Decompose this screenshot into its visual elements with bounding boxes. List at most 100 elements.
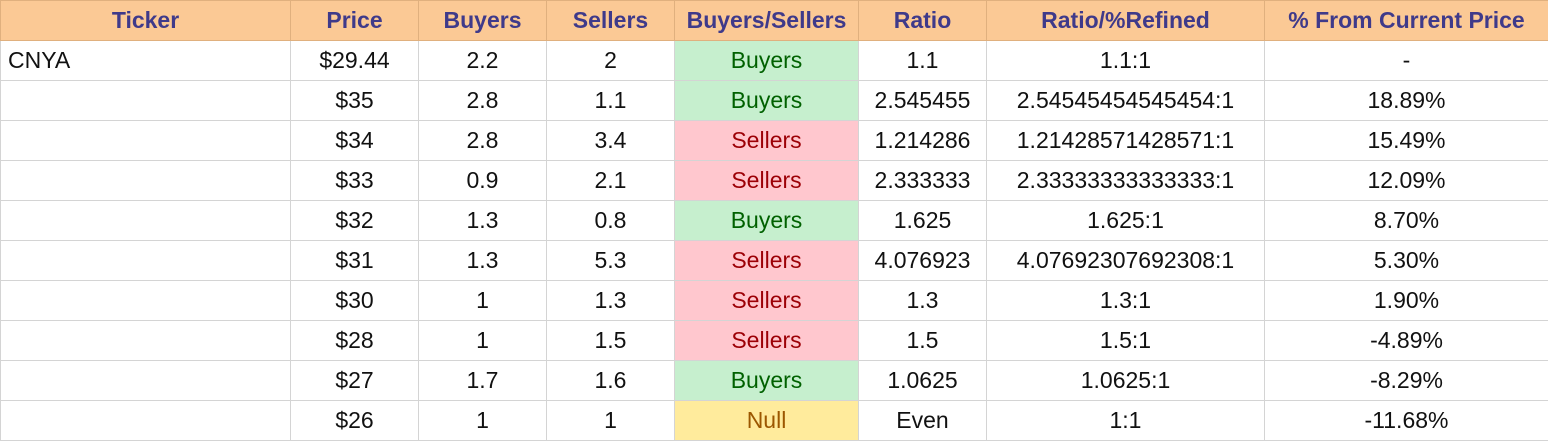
ratio-cell[interactable]: 1.0625 xyxy=(858,360,987,401)
buyers-cell[interactable]: 1.3 xyxy=(418,200,547,241)
buyers-cell[interactable]: 2.8 xyxy=(418,120,547,161)
ticker-cell[interactable] xyxy=(0,120,291,161)
ticker-cell[interactable] xyxy=(0,400,291,441)
price-cell[interactable]: $26 xyxy=(290,400,419,441)
header-buyers-sellers[interactable]: Buyers/Sellers xyxy=(674,0,859,41)
pct-from-current-cell[interactable]: 1.90% xyxy=(1264,280,1548,321)
sellers-cell[interactable]: 1 xyxy=(546,400,675,441)
table-row: $34 2.8 3.4 Sellers 1.214286 1.21428571428571… xyxy=(0,120,1548,161)
table-row: $30 1 1.3 Sellers 1.3 1.3:1 1.90% xyxy=(0,280,1548,321)
price-cell[interactable]: $34 xyxy=(290,120,419,161)
table-row: $33 0.9 2.1 Sellers 2.333333 2.33333333333333… xyxy=(0,160,1548,201)
buyers-sellers-cell[interactable]: Sellers xyxy=(674,320,859,361)
buyers-cell[interactable]: 0.9 xyxy=(418,160,547,201)
ratio-cell[interactable]: 4.076923 xyxy=(858,240,987,281)
price-cell[interactable]: $28 xyxy=(290,320,419,361)
pct-from-current-cell[interactable]: - xyxy=(1264,40,1548,81)
pct-from-current-cell[interactable]: 15.49% xyxy=(1264,120,1548,161)
buyers-sellers-cell[interactable]: Buyers xyxy=(674,80,859,121)
ticker-cell[interactable] xyxy=(0,280,291,321)
buyers-cell[interactable]: 1.3 xyxy=(418,240,547,281)
sellers-cell[interactable]: 3.4 xyxy=(546,120,675,161)
buyers-cell[interactable]: 1 xyxy=(418,280,547,321)
price-cell[interactable]: $27 xyxy=(290,360,419,401)
ratio-refined-cell[interactable]: 1:1 xyxy=(986,400,1265,441)
price-cell[interactable]: $30 xyxy=(290,280,419,321)
header-pct-from-current[interactable]: % From Current Price xyxy=(1264,0,1548,41)
price-cell[interactable]: $29.44 xyxy=(290,40,419,81)
sellers-cell[interactable]: 5.3 xyxy=(546,240,675,281)
ticker-cell[interactable] xyxy=(0,80,291,121)
buyers-sellers-cell[interactable]: Sellers xyxy=(674,240,859,281)
ratio-cell[interactable]: Even xyxy=(858,400,987,441)
ratio-refined-cell[interactable]: 1.0625:1 xyxy=(986,360,1265,401)
ratio-cell[interactable]: 1.5 xyxy=(858,320,987,361)
ratio-cell[interactable]: 1.3 xyxy=(858,280,987,321)
buyers-sellers-cell[interactable]: Sellers xyxy=(674,280,859,321)
table-body: CNYA $29.44 2.2 2 Buyers 1.1 1.1:1- $35 2.8 1.1 Bu… xyxy=(0,40,1548,441)
price-cell[interactable]: $35 xyxy=(290,80,419,121)
ratio-refined-cell[interactable]: 1.3:1 xyxy=(986,280,1265,321)
ticker-cell[interactable] xyxy=(0,320,291,361)
ticker-cell[interactable] xyxy=(0,240,291,281)
price-cell[interactable]: $32 xyxy=(290,200,419,241)
buyers-sellers-cell[interactable]: Sellers xyxy=(674,160,859,201)
pct-from-current-cell[interactable]: 12.09% xyxy=(1264,160,1548,201)
ratio-refined-cell[interactable]: 2.54545454545454:1 xyxy=(986,80,1265,121)
buyers-cell[interactable]: 2.2 xyxy=(418,40,547,81)
table-row: $32 1.3 0.8 Buyers 1.625 1.625:1 8.70% xyxy=(0,200,1548,241)
ratio-refined-cell[interactable]: 1.5:1 xyxy=(986,320,1265,361)
table-row: $28 1 1.5 Sellers 1.5 1.5:1 -4.89% xyxy=(0,320,1548,361)
sellers-cell[interactable]: 2 xyxy=(546,40,675,81)
ratio-refined-cell[interactable]: 1.625:1 xyxy=(986,200,1265,241)
ratio-refined-cell[interactable]: 4.07692307692308:1 xyxy=(986,240,1265,281)
pct-from-current-cell[interactable]: 8.70% xyxy=(1264,200,1548,241)
table-row: $27 1.7 1.6 Buyers 1.0625 1.0625:1 -8.29% xyxy=(0,360,1548,401)
ratio-cell[interactable]: 2.545455 xyxy=(858,80,987,121)
pct-from-current-cell[interactable]: -8.29% xyxy=(1264,360,1548,401)
table-row: $35 2.8 1.1 Buyers 2.545455 2.54545454545454:… xyxy=(0,80,1548,121)
price-cell[interactable]: $33 xyxy=(290,160,419,201)
header-ratio[interactable]: Ratio xyxy=(858,0,987,41)
sellers-cell[interactable]: 1.6 xyxy=(546,360,675,401)
ratio-refined-cell[interactable]: 1.21428571428571:1 xyxy=(986,120,1265,161)
table-row: $31 1.3 5.3 Sellers 4.076923 4.07692307692308… xyxy=(0,240,1548,281)
buyers-sellers-cell[interactable]: Buyers xyxy=(674,40,859,81)
pct-from-current-cell[interactable]: 5.30% xyxy=(1264,240,1548,281)
sellers-cell[interactable]: 0.8 xyxy=(546,200,675,241)
pct-from-current-cell[interactable]: -4.89% xyxy=(1264,320,1548,361)
header-ratio-refined[interactable]: Ratio/%Refined xyxy=(986,0,1265,41)
buyers-cell[interactable]: 1 xyxy=(418,400,547,441)
table-row: $26 1 1 Null Even 1:1 -11.68% xyxy=(0,400,1548,441)
ticker-cell[interactable] xyxy=(0,160,291,201)
ratio-refined-cell[interactable]: 2.33333333333333:1 xyxy=(986,160,1265,201)
header-ticker[interactable]: Ticker xyxy=(0,0,291,41)
pct-from-current-cell[interactable]: 18.89% xyxy=(1264,80,1548,121)
header-sellers[interactable]: Sellers xyxy=(546,0,675,41)
ratio-cell[interactable]: 1.625 xyxy=(858,200,987,241)
ticker-cell[interactable] xyxy=(0,200,291,241)
ratio-cell[interactable]: 1.214286 xyxy=(858,120,987,161)
ratio-cell[interactable]: 1.1 xyxy=(858,40,987,81)
buyers-cell[interactable]: 1 xyxy=(418,320,547,361)
sellers-cell[interactable]: 2.1 xyxy=(546,160,675,201)
buyers-cell[interactable]: 1.7 xyxy=(418,360,547,401)
ticker-cell[interactable] xyxy=(0,360,291,401)
buyers-sellers-cell[interactable]: Sellers xyxy=(674,120,859,161)
header-buyers[interactable]: Buyers xyxy=(418,0,547,41)
price-cell[interactable]: $31 xyxy=(290,240,419,281)
buyers-sellers-cell[interactable]: Null xyxy=(674,400,859,441)
ticker-cell[interactable]: CNYA xyxy=(0,40,291,81)
buyers-sellers-cell[interactable]: Buyers xyxy=(674,360,859,401)
header-price[interactable]: Price xyxy=(290,0,419,41)
ratio-refined-cell[interactable]: 1.1:1 xyxy=(986,40,1265,81)
sellers-cell[interactable]: 1.1 xyxy=(546,80,675,121)
pct-from-current-cell[interactable]: -11.68% xyxy=(1264,400,1548,441)
buyers-cell[interactable]: 2.8 xyxy=(418,80,547,121)
sellers-cell[interactable]: 1.5 xyxy=(546,320,675,361)
buyers-sellers-cell[interactable]: Buyers xyxy=(674,200,859,241)
ratio-cell[interactable]: 2.333333 xyxy=(858,160,987,201)
table-row: CNYA $29.44 2.2 2 Buyers 1.1 1.1:1- xyxy=(0,40,1548,81)
sellers-cell[interactable]: 1.3 xyxy=(546,280,675,321)
